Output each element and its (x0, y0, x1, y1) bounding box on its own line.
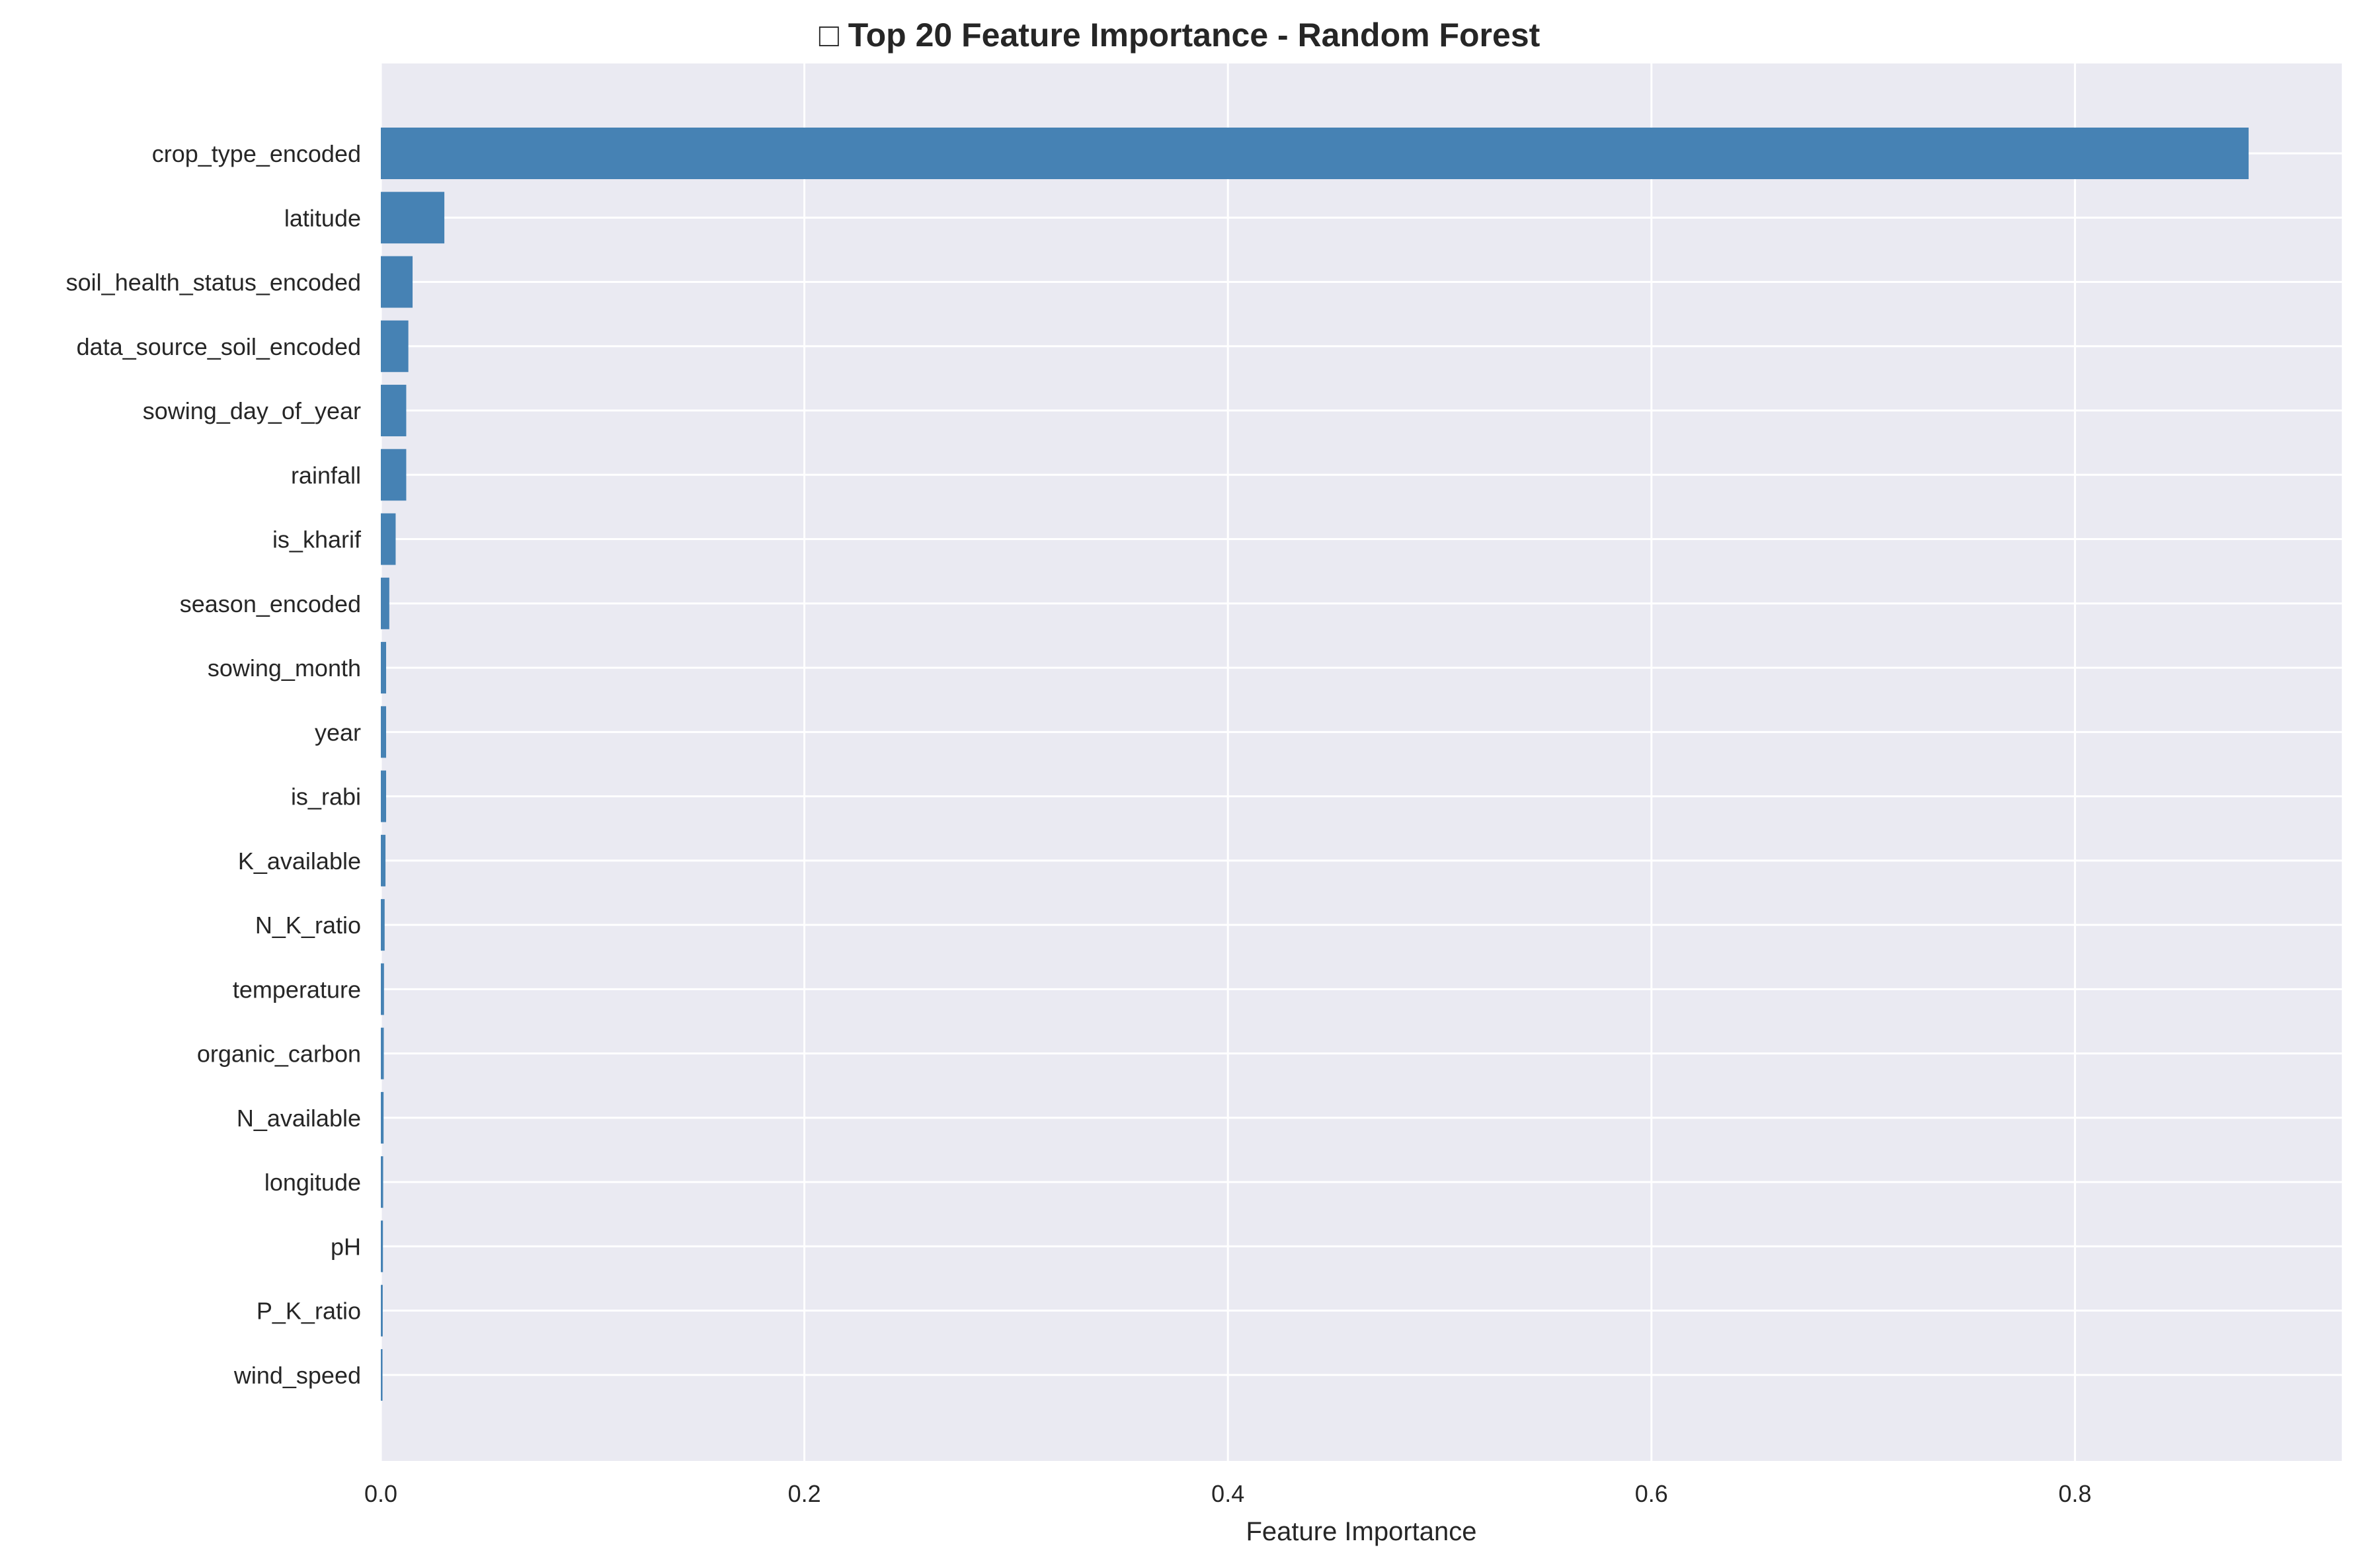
y-tick-label: season_encoded (180, 590, 361, 617)
plot-background (381, 63, 2342, 1461)
bar-rainfall (381, 449, 407, 501)
y-tick-labels: crop_type_encoded latitude soil_health_sta… (66, 140, 362, 1389)
bar-latitude (381, 192, 445, 244)
chart-title: □ Top 20 Feature Importance - Random For… (819, 17, 1540, 54)
y-tick-label: sowing_day_of_year (143, 397, 361, 424)
y-tick-label: crop_type_encoded (152, 140, 361, 167)
y-tick-label: K_available (238, 847, 361, 875)
y-tick-label: N_available (237, 1105, 361, 1132)
bar-pH (381, 1220, 383, 1273)
bar-N_K_ratio (381, 899, 385, 951)
y-tick-label: rainfall (291, 461, 361, 489)
x-tick-label: 0.8 (2058, 1480, 2091, 1507)
y-tick-label: N_K_ratio (255, 912, 361, 939)
x-tick-label: 0.0 (364, 1480, 397, 1507)
bar-is_rabi (381, 770, 387, 822)
bar-sowing_day_of_year (381, 385, 407, 437)
y-tick-label: P_K_ratio (257, 1298, 361, 1325)
bar-K_available (381, 834, 386, 886)
x-tick-label: 0.4 (1211, 1480, 1244, 1507)
x-axis-label: Feature Importance (1246, 1517, 1476, 1546)
bar-crop_type_encoded (381, 128, 2249, 179)
bar-organic_carbon (381, 1027, 384, 1079)
bar-wind_speed (381, 1349, 383, 1401)
bar-data_source_soil_encoded (381, 320, 409, 372)
y-tick-label: sowing_month (208, 654, 361, 682)
bar-N_available (381, 1091, 384, 1144)
bars (381, 128, 2249, 1401)
y-tick-label: is_kharif (272, 526, 362, 553)
grid-lines (380, 63, 2342, 1461)
bar-is_kharif (381, 513, 396, 565)
y-tick-label: longitude (264, 1169, 361, 1196)
y-tick-label: pH (331, 1233, 361, 1260)
y-tick-label: is_rabi (291, 783, 361, 810)
y-tick-label: data_source_soil_encoded (77, 333, 361, 360)
y-tick-label: year (315, 719, 361, 746)
bar-sowing_month (381, 642, 387, 694)
bar-season_encoded (381, 577, 389, 629)
bar-longitude (381, 1156, 383, 1208)
y-tick-label: wind_speed (233, 1362, 361, 1389)
bar-temperature (381, 963, 384, 1015)
bar-P_K_ratio (381, 1284, 383, 1337)
bar-soil_health_status_encoded (381, 256, 413, 308)
x-tick-label: 0.2 (788, 1480, 821, 1507)
x-tick-labels: 0.0 0.2 0.4 0.6 0.8 (364, 1480, 2091, 1507)
x-tick-label: 0.6 (1635, 1480, 1668, 1507)
y-tick-label: organic_carbon (197, 1040, 361, 1068)
y-tick-label: latitude (284, 204, 361, 231)
y-tick-label: soil_health_status_encoded (66, 269, 361, 296)
bar-year (381, 706, 387, 758)
y-tick-label: temperature (233, 976, 361, 1003)
